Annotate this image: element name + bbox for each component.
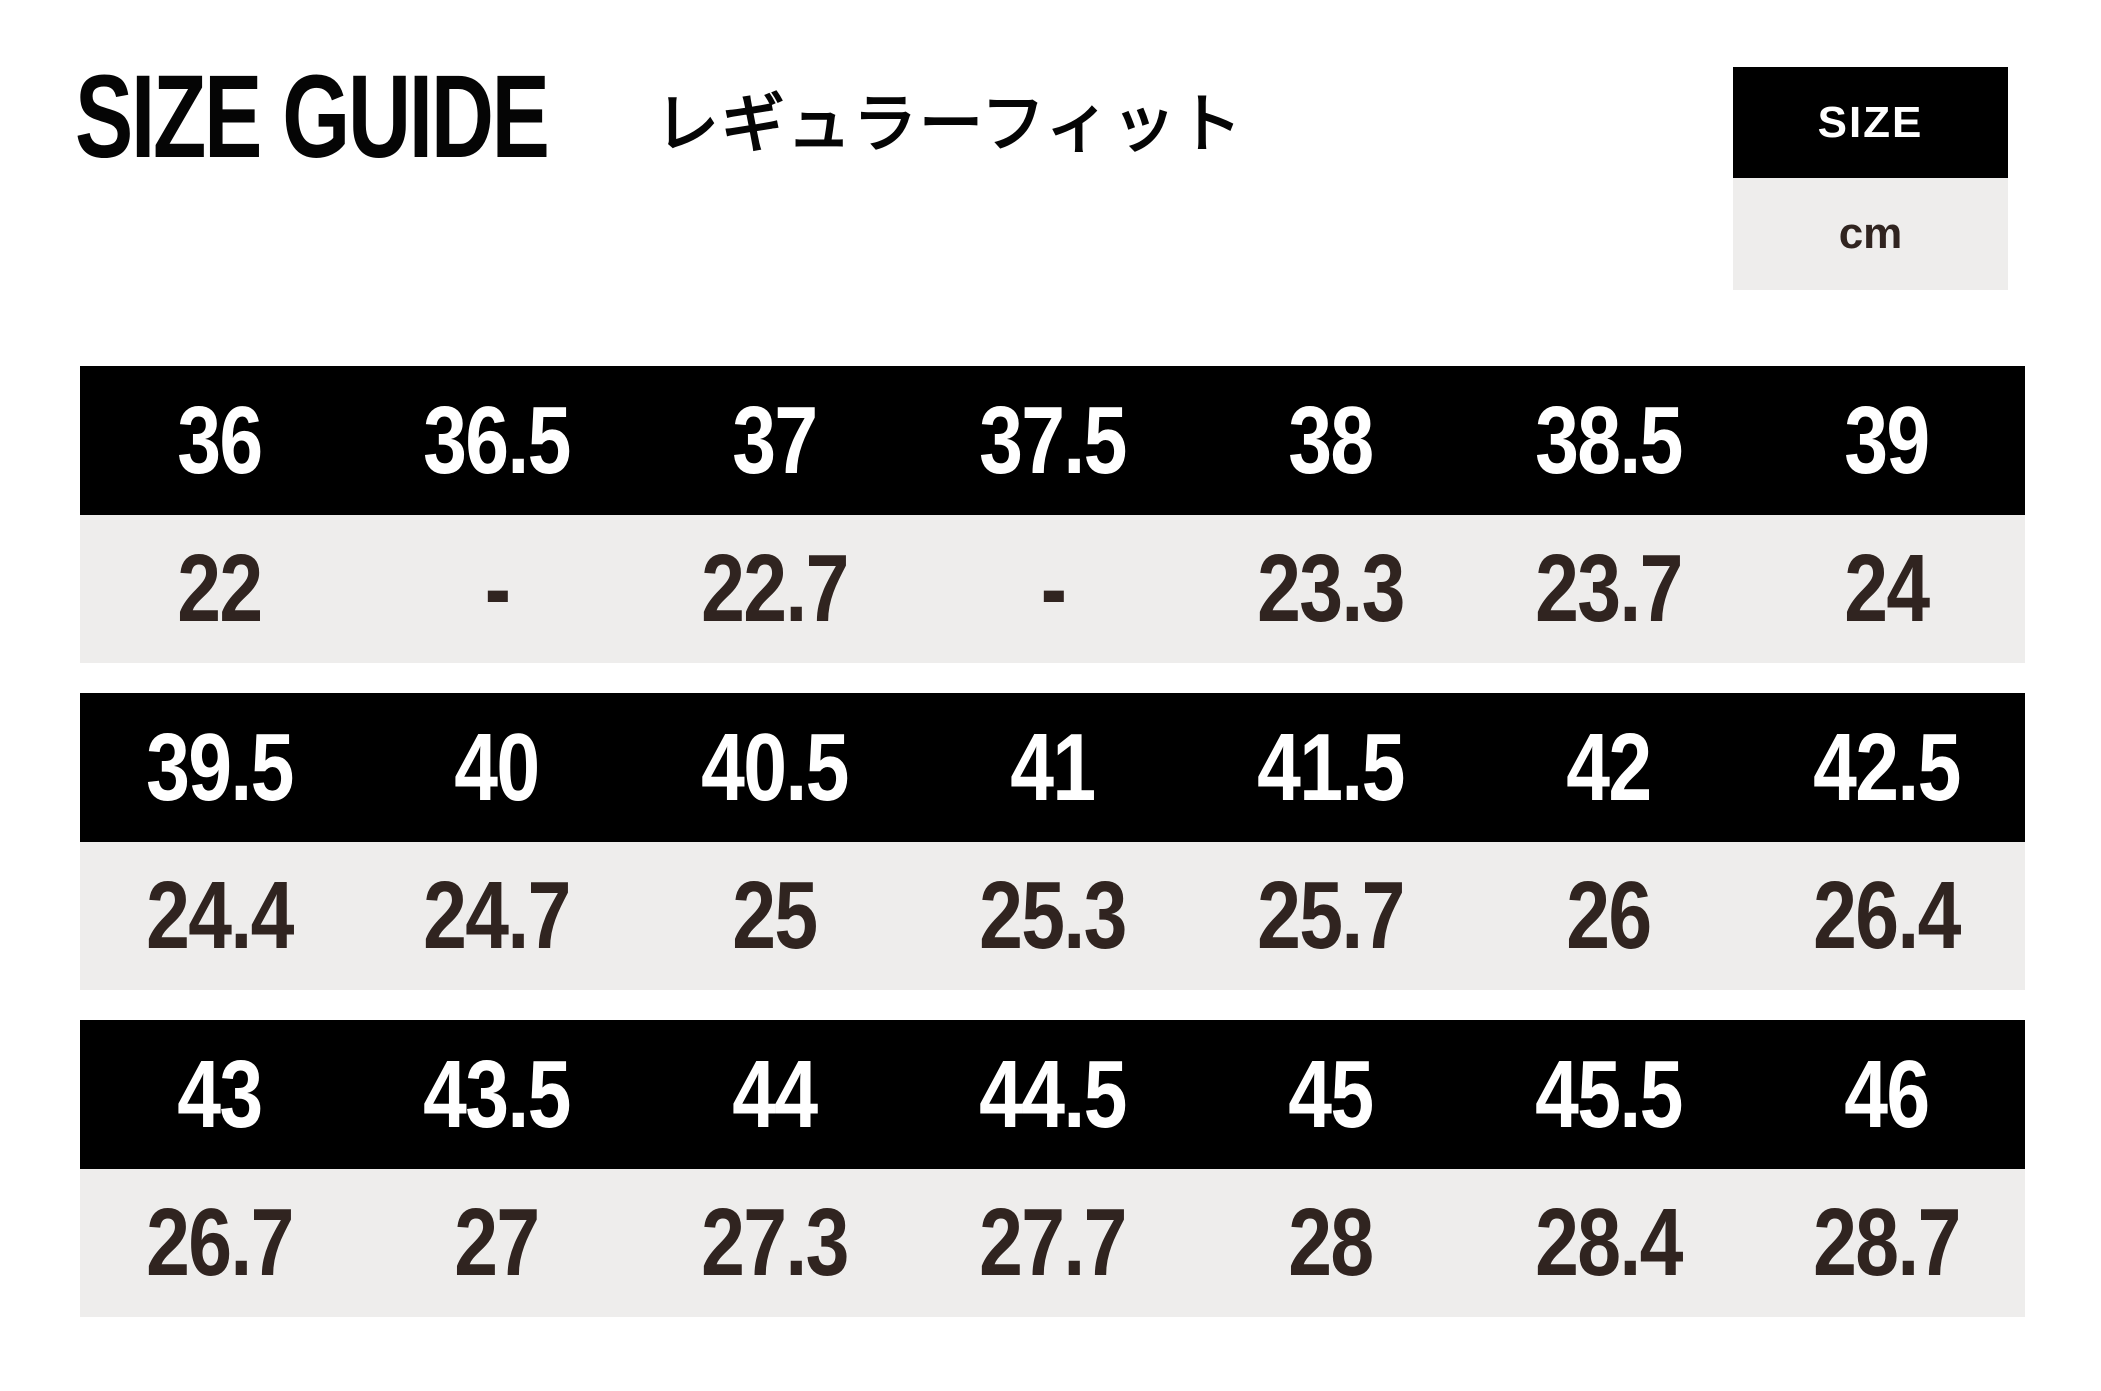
cm-cell: 24 [1747,515,2025,663]
subtitle-regular-fit-jp: レギュラーフィット [655,88,1244,160]
size-cell-value: 36 [176,386,263,494]
size-cell: 38.5 [1469,366,1747,515]
size-cell-value: 42.5 [1812,713,1961,821]
cm-cell: 25.7 [1191,842,1469,990]
legend-size-label: SIZE [1733,67,2008,178]
size-cell: 36.5 [358,366,636,515]
cm-cell-value: 28 [1288,1189,1374,1296]
size-cell: 39.5 [80,693,358,842]
cm-cell-value: 25 [732,862,818,969]
cm-cell-value: 26 [1566,862,1652,969]
cm-cell-value: - [484,535,510,642]
size-cell-value: 44.5 [979,1040,1127,1148]
cm-cell-value: 22 [176,535,263,642]
cm-cell: 26.7 [80,1169,358,1317]
cm-cell: 27.3 [636,1169,914,1317]
size-cell-value: 38.5 [1534,386,1683,494]
cm-cell: 23.7 [1469,515,1747,663]
cm-cell: 27 [358,1169,636,1317]
size-cell: 40.5 [636,693,914,842]
size-cell: 45.5 [1469,1020,1747,1169]
cm-cell-value: 24.7 [423,862,571,969]
cm-cell-value: 28.7 [1812,1189,1961,1296]
cm-cell-value: 23.3 [1257,535,1405,642]
cm-cell: 28.7 [1747,1169,2025,1317]
size-cell: 42.5 [1747,693,2025,842]
cm-cell: 28 [1191,1169,1469,1317]
cm-cell-value: 26.7 [145,1189,294,1296]
cm-cell-value: 25.3 [979,862,1127,969]
size-row: 39.5 40 40.5 41 41.5 42 42.5 [80,693,2025,842]
size-cell: 37 [636,366,914,515]
cm-cell: 22.7 [636,515,914,663]
cm-cell: 25.3 [914,842,1192,990]
size-cell-value: 43 [176,1040,263,1148]
size-cell: 44 [636,1020,914,1169]
cm-cell-value: 22.7 [701,535,849,642]
size-cell-value: 43.5 [423,1040,571,1148]
size-cell: 43.5 [358,1020,636,1169]
cm-cell-value: 23.7 [1534,535,1683,642]
legend-cm-label: cm [1733,178,2008,290]
size-cell-value: 40.5 [701,713,849,821]
cm-cell: 25 [636,842,914,990]
cm-cell-value: 27.7 [979,1189,1127,1296]
cm-cell: 22 [80,515,358,663]
size-cell-value: 41 [1010,713,1096,821]
cm-row: 24.4 24.7 25 25.3 25.7 26 26.4 [80,842,2025,990]
size-table-group-1: 36 36.5 37 37.5 38 38.5 39 22 - 22.7 - 23.3 23.7 24 [80,366,2025,663]
size-row: 43 43.5 44 44.5 45 45.5 46 [80,1020,2025,1169]
size-cell: 42 [1469,693,1747,842]
size-cell-value: 45 [1288,1040,1374,1148]
size-cell: 46 [1747,1020,2025,1169]
cm-cell-value: 27.3 [701,1189,849,1296]
cm-cell: - [358,515,636,663]
cm-cell-value: 26.4 [1812,862,1961,969]
size-table-group-3: 43 43.5 44 44.5 45 45.5 46 26.7 27 27.3 27.7 28 28.… [80,1020,2025,1317]
cm-cell: 28.4 [1469,1169,1747,1317]
cm-cell-value: 24.4 [145,862,294,969]
size-cell-value: 37 [732,386,818,494]
size-cell-value: 38 [1288,386,1374,494]
legend-box: SIZE cm [1733,67,2008,290]
size-cell-value: 42 [1566,713,1652,821]
cm-row: 22 - 22.7 - 23.3 23.7 24 [80,515,2025,663]
cm-cell: 23.3 [1191,515,1469,663]
size-cell-value: 40 [454,713,541,821]
size-cell: 41 [914,693,1192,842]
cm-cell-value: 24 [1843,535,1930,642]
size-cell: 38 [1191,366,1469,515]
cm-cell-value: 28.4 [1534,1189,1683,1296]
size-cell: 43 [80,1020,358,1169]
size-cell: 45 [1191,1020,1469,1169]
cm-cell: 26 [1469,842,1747,990]
cm-cell: 24.7 [358,842,636,990]
size-cell-value: 39 [1843,386,1930,494]
size-cell: 36 [80,366,358,515]
cm-cell: - [914,515,1192,663]
size-cell: 41.5 [1191,693,1469,842]
size-cell-value: 36.5 [423,386,571,494]
cm-cell: 24.4 [80,842,358,990]
size-cell-value: 45.5 [1534,1040,1683,1148]
cm-cell: 26.4 [1747,842,2025,990]
cm-cell-value: 25.7 [1257,862,1405,969]
size-cell-value: 37.5 [979,386,1127,494]
size-cell-value: 39.5 [145,713,294,821]
cm-cell-value: - [1040,535,1066,642]
size-cell-value: 46 [1843,1040,1930,1148]
cm-row: 26.7 27 27.3 27.7 28 28.4 28.7 [80,1169,2025,1317]
cm-cell-value: 27 [454,1189,541,1296]
cm-cell: 27.7 [914,1169,1192,1317]
size-cell: 44.5 [914,1020,1192,1169]
size-cell: 37.5 [914,366,1192,515]
size-cell: 40 [358,693,636,842]
size-row: 36 36.5 37 37.5 38 38.5 39 [80,366,2025,515]
page-title: SIZE GUIDE [75,51,550,183]
size-cell-value: 41.5 [1257,713,1405,821]
size-cell-value: 44 [732,1040,818,1148]
size-table-group-2: 39.5 40 40.5 41 41.5 42 42.5 24.4 24.7 25 25.3 25.… [80,693,2025,990]
size-cell: 39 [1747,366,2025,515]
